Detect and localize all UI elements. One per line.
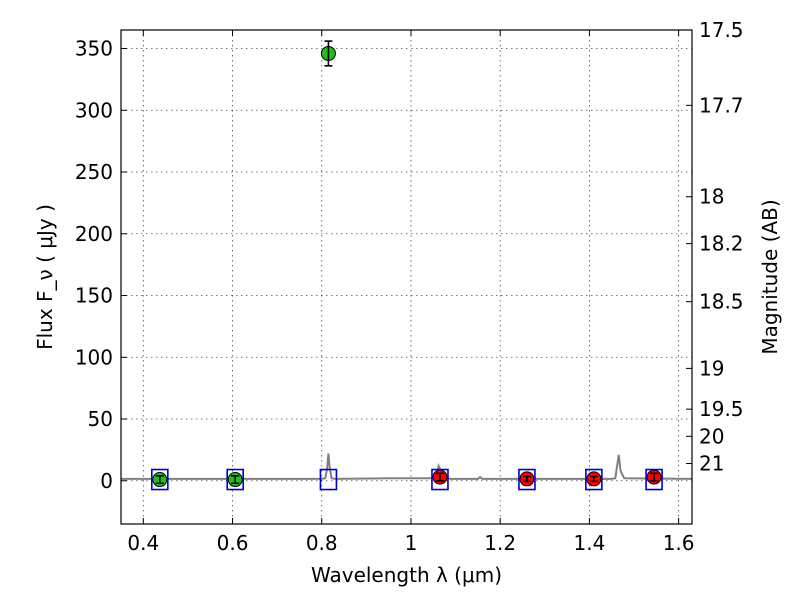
plot-frame xyxy=(120,29,693,525)
y-tick-label: 0 xyxy=(100,469,113,493)
y2-tick-label: 17.7 xyxy=(699,93,744,117)
y2-tick-label: 18.2 xyxy=(699,232,744,256)
y-tick-label: 150 xyxy=(75,284,113,308)
y2-tick-label: 21 xyxy=(699,451,724,475)
x-tick-label: 1.4 xyxy=(573,531,605,555)
y2-tick-label: 19.5 xyxy=(699,397,744,421)
open-square-marker xyxy=(585,468,603,491)
grid xyxy=(121,30,692,524)
x-tick-label: 0.6 xyxy=(217,531,249,555)
y-tick-label: 350 xyxy=(75,37,113,61)
y-tick-label: 300 xyxy=(75,98,113,122)
y2-tick-label: 18 xyxy=(699,185,724,209)
marker-layer xyxy=(151,40,663,491)
y-tick-label: 100 xyxy=(75,345,113,369)
open-square-marker xyxy=(151,468,169,491)
y2-axis-title: Magnitude (AB) xyxy=(758,199,782,354)
open-square-marker xyxy=(319,468,338,491)
y2-tick-label: 19 xyxy=(699,356,724,380)
x-tick-label: 0.4 xyxy=(127,531,159,555)
y-tick-label: 250 xyxy=(75,160,113,184)
y-tick-label: 200 xyxy=(75,222,113,246)
y2-tick-label: 18.5 xyxy=(699,290,744,314)
y-axis-title: Flux F_ν ( μJy ) xyxy=(33,204,57,350)
x-tick-label: 1 xyxy=(405,531,418,555)
x-tick-label: 1.6 xyxy=(663,531,695,555)
y-tick-label: 50 xyxy=(88,407,113,431)
open-square-marker xyxy=(518,468,536,491)
open-square-marker xyxy=(431,468,449,491)
x-axis-title: Wavelength λ (μm) xyxy=(311,563,502,587)
spectrum-line xyxy=(121,453,693,480)
x-tick-label: 0.8 xyxy=(306,531,338,555)
open-square-marker xyxy=(645,468,663,491)
spectrum-layer xyxy=(121,453,693,480)
open-square-marker xyxy=(226,468,244,491)
y2-tick-label: 20 xyxy=(699,424,724,448)
y2-tick-label: 17.5 xyxy=(699,18,744,42)
x-tick-label: 1.2 xyxy=(484,531,516,555)
tick-layer: 0.4 0.6 0.8 1 1.2 1.4 1.6 0 50 100 150 200 250 300 350… xyxy=(75,18,744,555)
